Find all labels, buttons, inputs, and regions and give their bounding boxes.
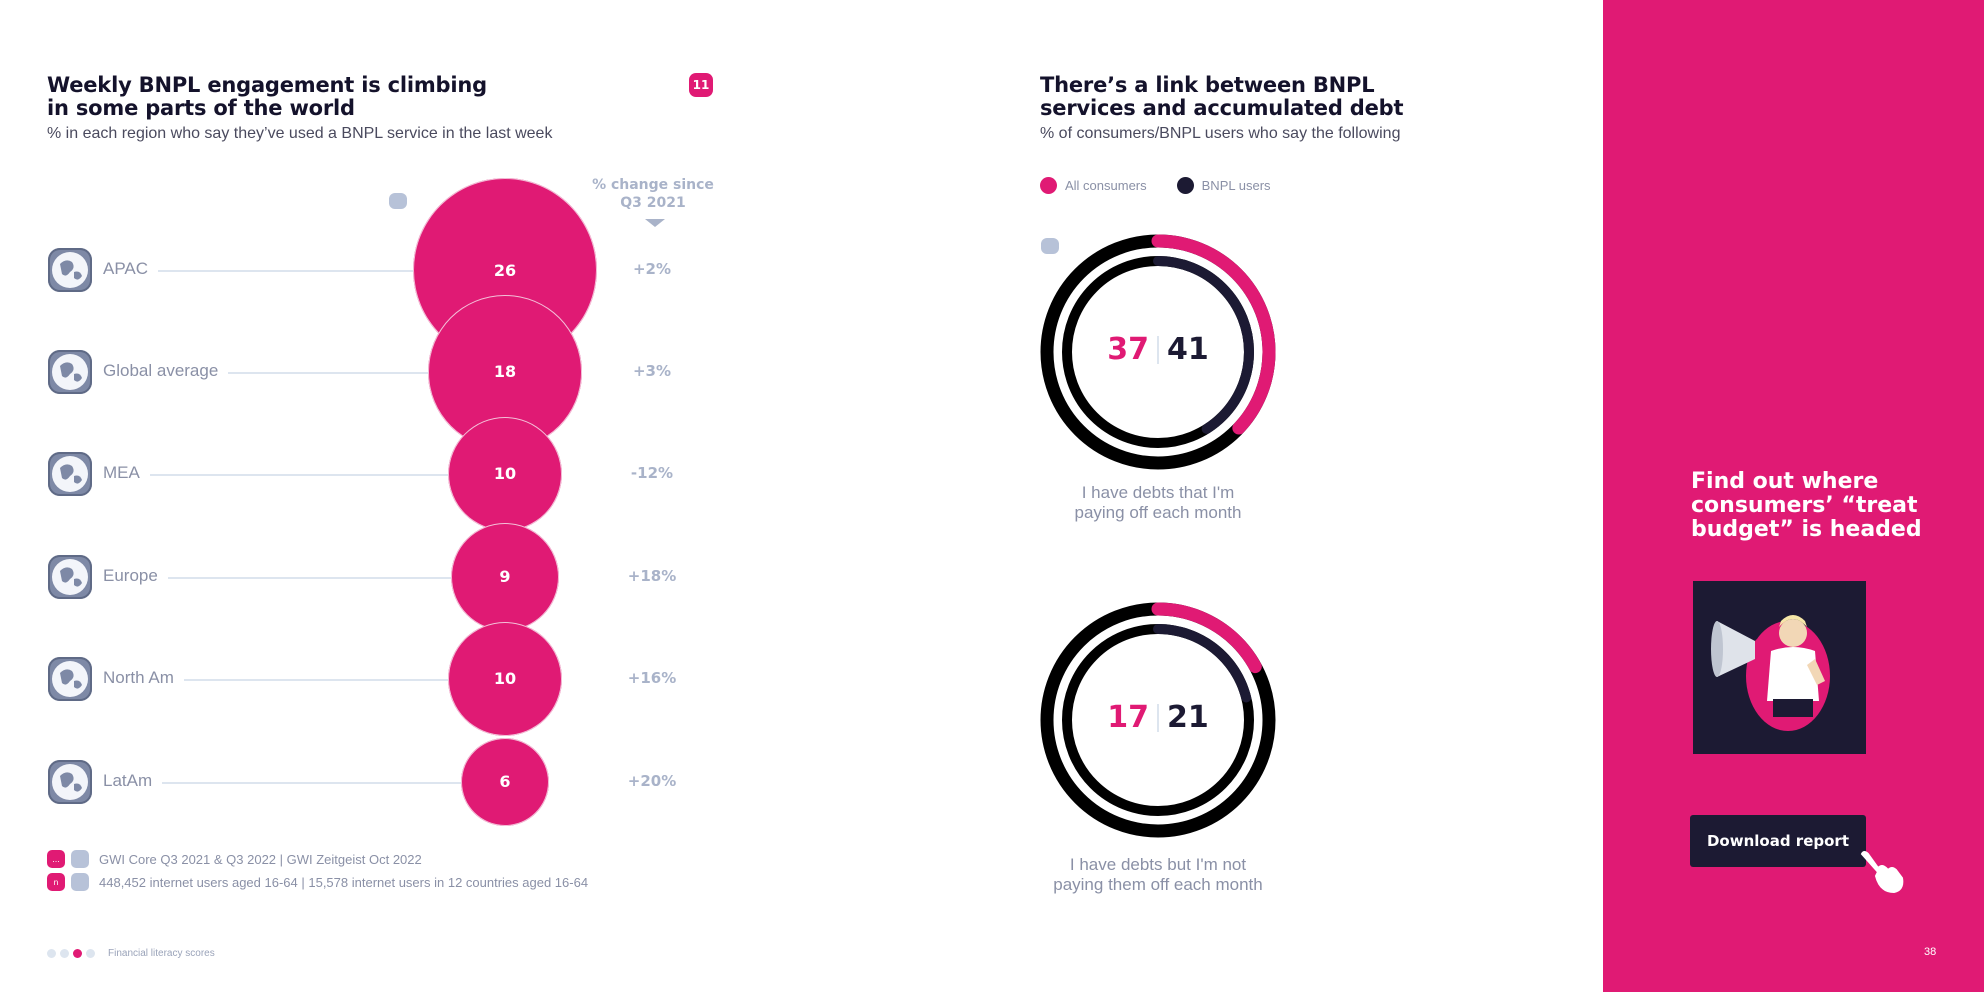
region-label: Europe [103,566,158,585]
globe-icon [48,452,92,496]
globe-icon [48,760,92,804]
globe-icon [48,350,92,394]
value-all-consumers: 17 [1107,700,1149,735]
source-tag-icon: ... [47,850,65,868]
right-chart-subtitle: % of consumers/BNPL users who say the fo… [1040,125,1401,142]
left-title-line2: in some parts of the world [47,96,355,120]
globe-icon [48,657,92,701]
legend-swatch-all [1040,177,1057,194]
sample-info-icon [71,873,89,891]
ring-all-consumers-arc[interactable] [1040,234,1276,470]
legend-label-all: All consumers [1065,178,1147,193]
bubble-mark[interactable]: 6 [460,737,550,827]
source-info-icon [71,850,89,868]
left-title-line1: Weekly BNPL engagement is climbing [47,73,487,97]
nav-dot[interactable] [47,949,56,958]
page-number: 38 [1924,946,1937,958]
footer-nav: Financial literacy scores [47,948,215,959]
value-bnpl-users: 21 [1167,700,1209,735]
globe-icon [48,555,92,599]
change-header-arrow-icon [645,219,665,227]
bubble-mark[interactable]: 10 [447,621,563,737]
change-header: % change since Q3 2021 [583,176,723,212]
sample-row: n 448,452 internet users aged 16-64 | 15… [47,873,588,891]
sources: ... GWI Core Q3 2021 & Q3 2022 | GWI Zei… [47,850,588,891]
page-badge[interactable]: 11 [689,73,713,97]
region-label: MEA [103,463,140,482]
change-value: -12% [630,464,674,482]
sample-tag-icon: n [47,873,65,891]
leader-line [167,577,455,579]
promo-image[interactable] [1693,581,1866,754]
region-label: APAC [103,259,149,278]
leader-line [162,782,465,784]
nav-dot[interactable] [86,949,95,958]
download-report-button[interactable]: Download report [1690,815,1866,867]
change-value: +2% [632,260,672,278]
nav-dot-active[interactable] [73,949,82,958]
promo-heading: Find out where consumers’ “treat budget”… [1691,470,1922,542]
ring-bnpl-users-arc[interactable] [1062,624,1254,816]
right-title-line1: There’s a link between BNPL [1040,73,1375,97]
change-value: +3% [632,362,672,380]
right-title-line2: services and accumulated debt [1040,96,1404,120]
left-chart-title: Weekly BNPL engagement is climbing in so… [47,74,487,120]
donut-caption: I have debts that I'm paying off each mon… [1008,483,1308,523]
pointer-hand-icon [1856,848,1908,904]
comment-icon[interactable] [389,193,407,209]
change-value: +18% [627,567,677,585]
change-header-line1: % change since [592,177,714,193]
globe-icon [48,248,92,292]
donut-caption-line2: paying off each month [1074,503,1242,522]
value-divider [1157,335,1159,364]
promo-line2: consumers’ “treat [1691,493,1918,518]
donut-values: 37 41 [1098,332,1218,367]
donut-values: 17 21 [1098,700,1218,735]
donut-caption-line2: paying them off each month [1053,875,1263,894]
sample-text: 448,452 internet users aged 16-64 | 15,5… [99,874,589,890]
region-label: Global average [103,361,219,380]
donut-caption: I have debts but I'm not paying them off … [1008,855,1308,895]
donut-chart [1040,602,1276,838]
change-header-line2: Q3 2021 [620,195,686,211]
value-divider [1157,703,1159,732]
change-value: +20% [627,772,677,790]
ring-bnpl-users-arc[interactable] [1062,256,1254,448]
promo-line3: budget” is headed [1691,517,1922,542]
source-text: GWI Core Q3 2021 & Q3 2022 | GWI Zeitgei… [99,851,422,867]
ring-all-consumers-arc[interactable] [1040,602,1276,838]
source-row: ... GWI Core Q3 2021 & Q3 2022 | GWI Zei… [47,850,588,868]
footer-nav-label[interactable]: Financial literacy scores [108,948,215,959]
legend-label-bnpl: BNPL users [1201,178,1271,193]
leader-line [228,372,433,374]
leader-line [149,474,452,476]
value-bnpl-users: 41 [1167,332,1209,367]
value-all-consumers: 37 [1107,332,1149,367]
left-chart-subtitle: % in each region who say they’ve used a … [47,125,553,142]
bubble-mark[interactable]: 9 [450,522,560,632]
region-label: North Am [103,668,174,687]
legend: All consumers BNPL users [1040,177,1271,194]
right-chart-title: There’s a link between BNPL services and… [1040,73,1404,120]
legend-swatch-bnpl [1176,177,1194,194]
region-label: LatAm [103,771,153,790]
leader-line [158,270,417,272]
leader-line [183,679,452,681]
change-value: +16% [627,669,677,687]
promo-line1: Find out where [1691,469,1879,494]
donut-caption-line1: I have debts that I'm [1081,483,1235,502]
comment-icon[interactable] [1041,238,1059,254]
bubble-mark[interactable]: 10 [447,416,563,532]
donut-chart [1040,234,1276,470]
nav-dot[interactable] [60,949,69,958]
donut-caption-line1: I have debts but I'm not [1069,855,1247,874]
